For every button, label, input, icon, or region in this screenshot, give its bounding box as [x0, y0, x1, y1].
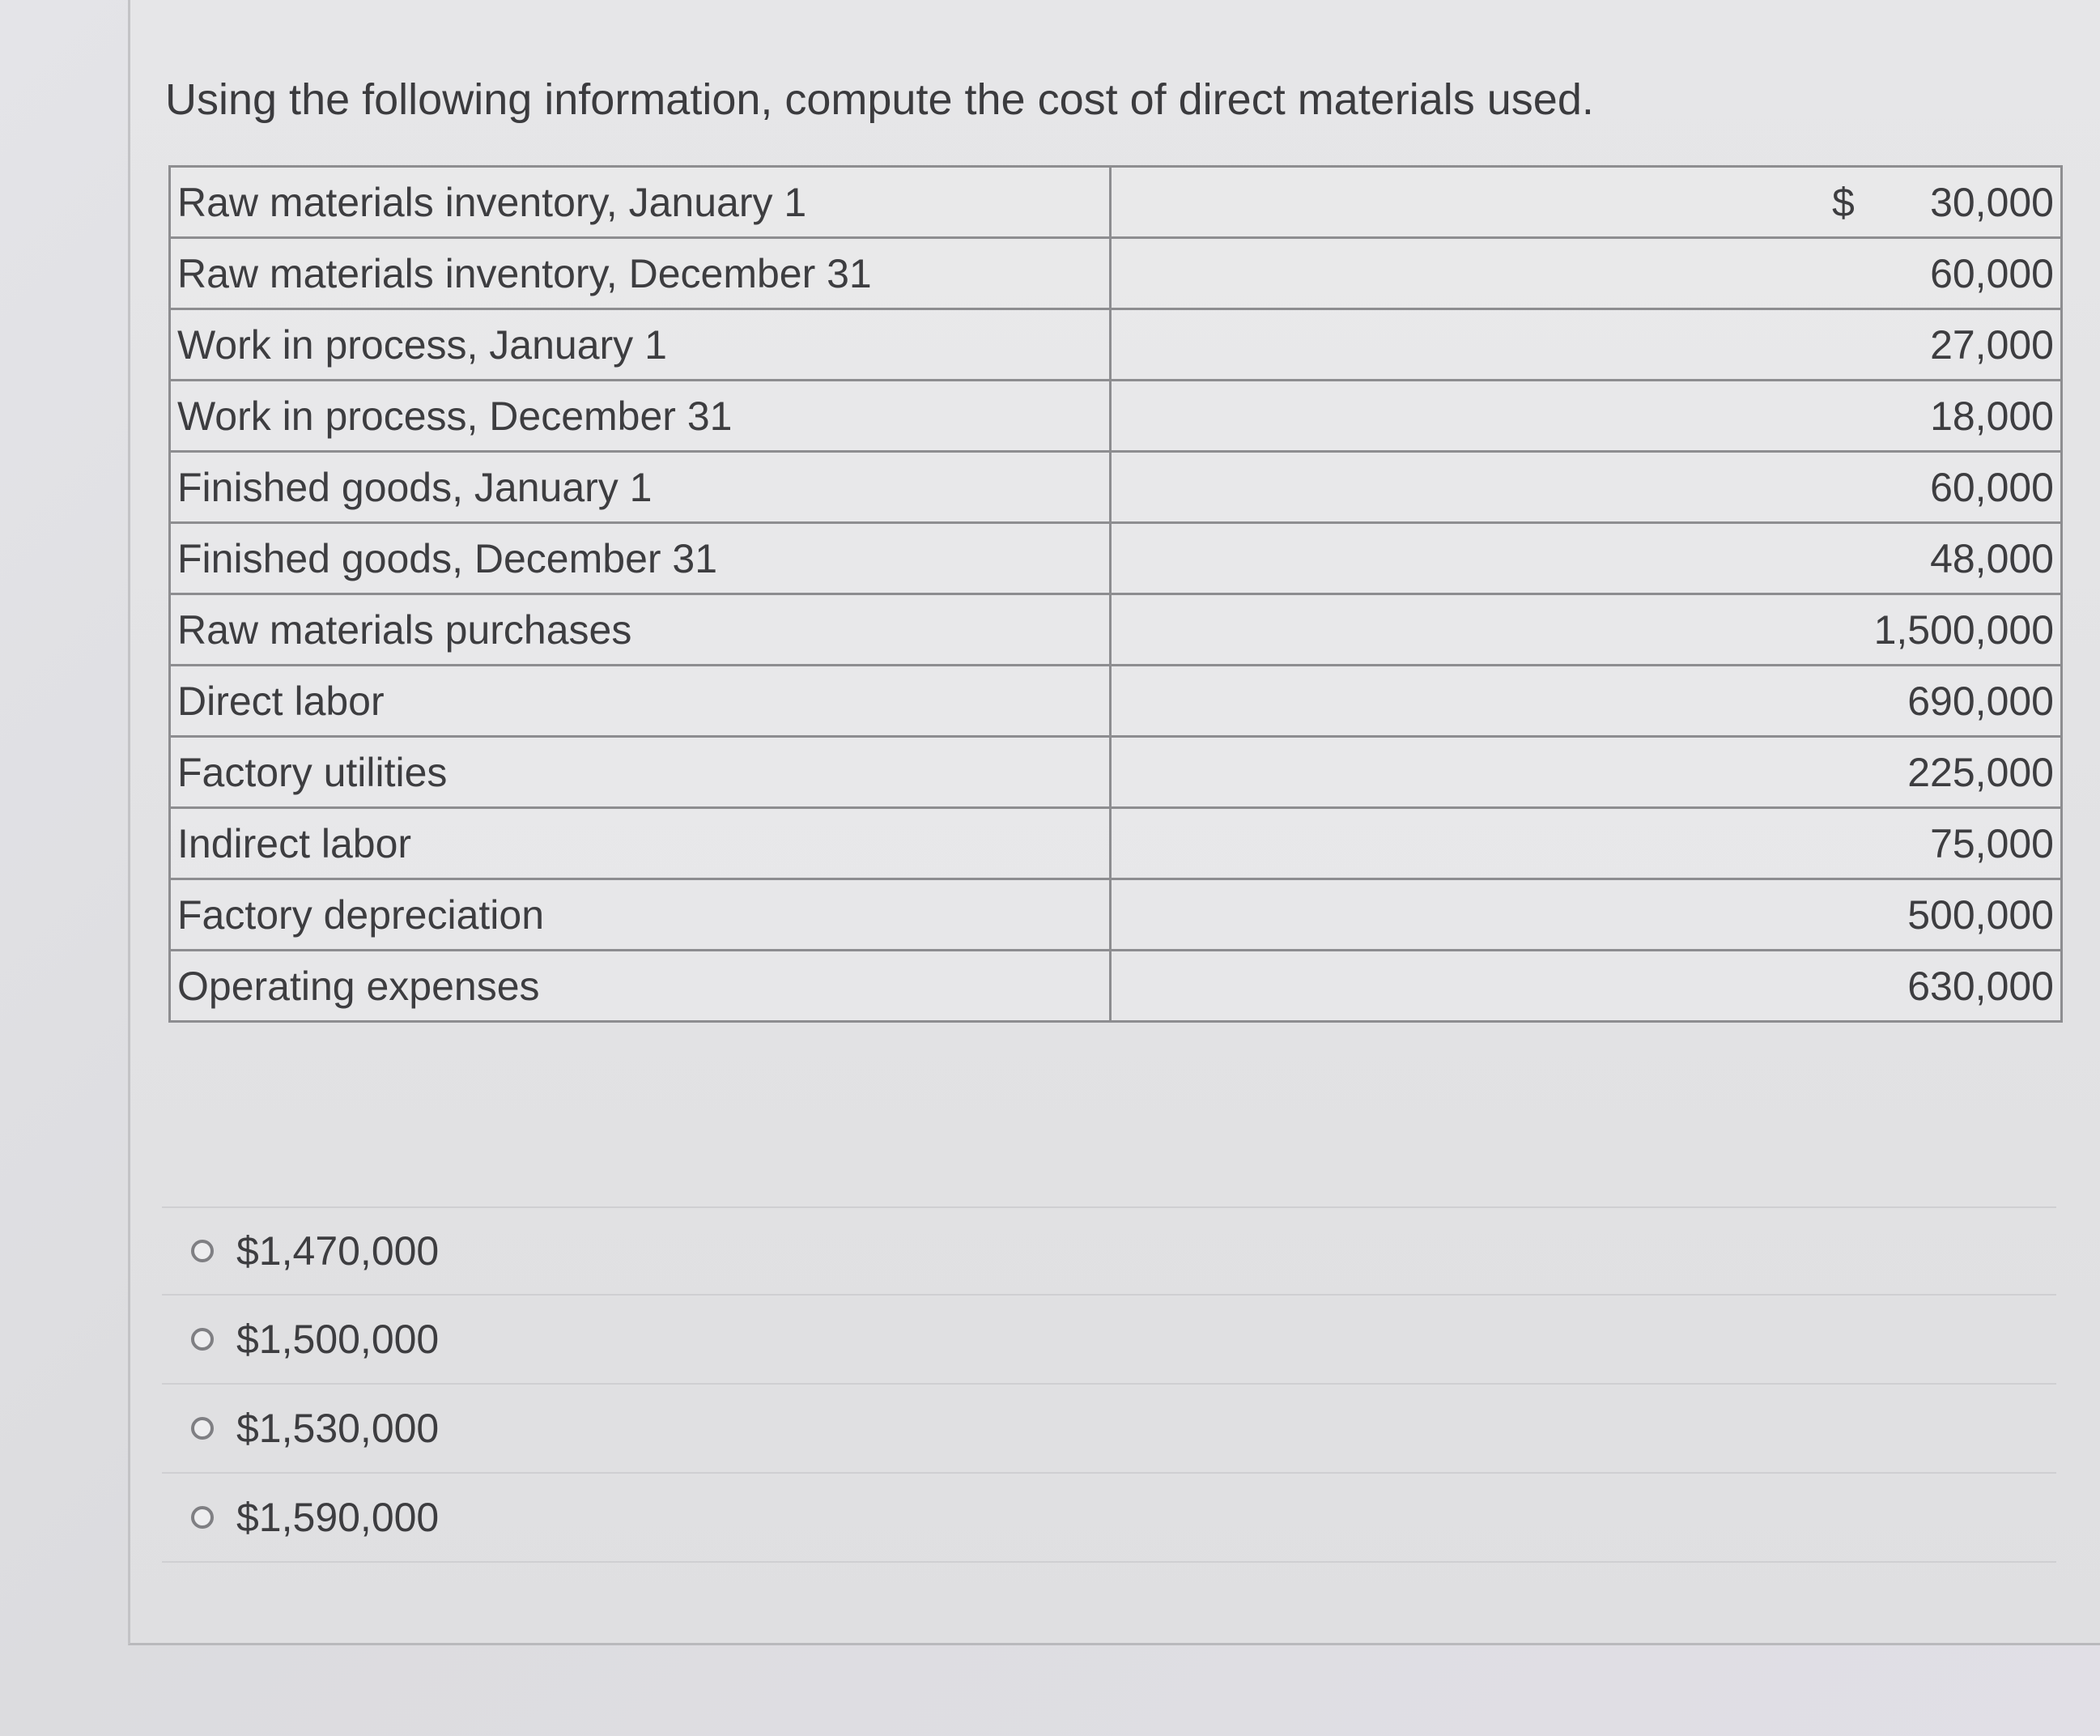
- row-value: 75,000: [1109, 806, 2063, 880]
- row-value: 27,000: [1109, 308, 2063, 381]
- row-value: 630,000: [1109, 949, 2063, 1023]
- row-label: Raw materials purchases: [168, 593, 1112, 666]
- question-text: Using the following information, compute…: [165, 75, 1594, 124]
- radio-button[interactable]: [191, 1240, 214, 1262]
- answer-label: $1,530,000: [236, 1406, 440, 1451]
- row-label: Work in process, December 31: [168, 379, 1112, 453]
- table-row: Indirect labor 75,000: [168, 806, 2063, 880]
- row-label: Finished goods, January 1: [168, 450, 1112, 524]
- row-value: 48,000: [1109, 521, 2063, 595]
- answer-option[interactable]: $1,530,000: [162, 1385, 2056, 1474]
- answer-option[interactable]: $1,590,000: [162, 1474, 2056, 1563]
- answer-label: $1,500,000: [236, 1317, 440, 1362]
- table-row: Direct labor 690,000: [168, 664, 2063, 738]
- row-label: Factory utilities: [168, 735, 1112, 809]
- answer-options: $1,470,000 $1,500,000 $1,530,000 $1,590,…: [162, 1206, 2056, 1563]
- table-row: Factory depreciation 500,000: [168, 878, 2063, 951]
- row-label: Raw materials inventory, January 1: [168, 165, 1112, 239]
- radio-button[interactable]: [191, 1328, 214, 1351]
- answer-option[interactable]: $1,500,000: [162, 1296, 2056, 1385]
- currency-symbol: $: [1832, 179, 1855, 225]
- row-value: 18,000: [1109, 379, 2063, 453]
- row-value: 30,000: [1930, 179, 2054, 225]
- row-value: 60,000: [1109, 236, 2063, 310]
- table-row: Raw materials purchases 1,500,000: [168, 593, 2063, 666]
- row-label: Operating expenses: [168, 949, 1112, 1023]
- radio-button[interactable]: [191, 1417, 214, 1440]
- answer-option[interactable]: $1,470,000: [162, 1206, 2056, 1296]
- table-row: Operating expenses 630,000: [168, 949, 2063, 1023]
- table-row: Finished goods, December 31 48,000: [168, 521, 2063, 595]
- row-value: 225,000: [1109, 735, 2063, 809]
- table-row: Raw materials inventory, December 31 60,…: [168, 236, 2063, 310]
- table-row: Finished goods, January 1 60,000: [168, 450, 2063, 524]
- table-row: Work in process, January 1 27,000: [168, 308, 2063, 381]
- row-value-cell: $ 30,000: [1109, 165, 2063, 239]
- table-row: Factory utilities 225,000: [168, 735, 2063, 809]
- row-value: 500,000: [1109, 878, 2063, 951]
- row-label: Indirect labor: [168, 806, 1112, 880]
- row-label: Factory depreciation: [168, 878, 1112, 951]
- row-label: Direct labor: [168, 664, 1112, 738]
- row-label: Work in process, January 1: [168, 308, 1112, 381]
- row-label: Raw materials inventory, December 31: [168, 236, 1112, 310]
- answer-label: $1,470,000: [236, 1228, 440, 1274]
- row-label: Finished goods, December 31: [168, 521, 1112, 595]
- table-row: Raw materials inventory, January 1 $ 30,…: [168, 165, 2063, 239]
- radio-button[interactable]: [191, 1506, 214, 1529]
- row-value: 690,000: [1109, 664, 2063, 738]
- row-value: 60,000: [1109, 450, 2063, 524]
- answer-label: $1,590,000: [236, 1495, 440, 1540]
- data-table: Raw materials inventory, January 1 $ 30,…: [168, 165, 2063, 1023]
- row-value: 1,500,000: [1109, 593, 2063, 666]
- table-row: Work in process, December 31 18,000: [168, 379, 2063, 453]
